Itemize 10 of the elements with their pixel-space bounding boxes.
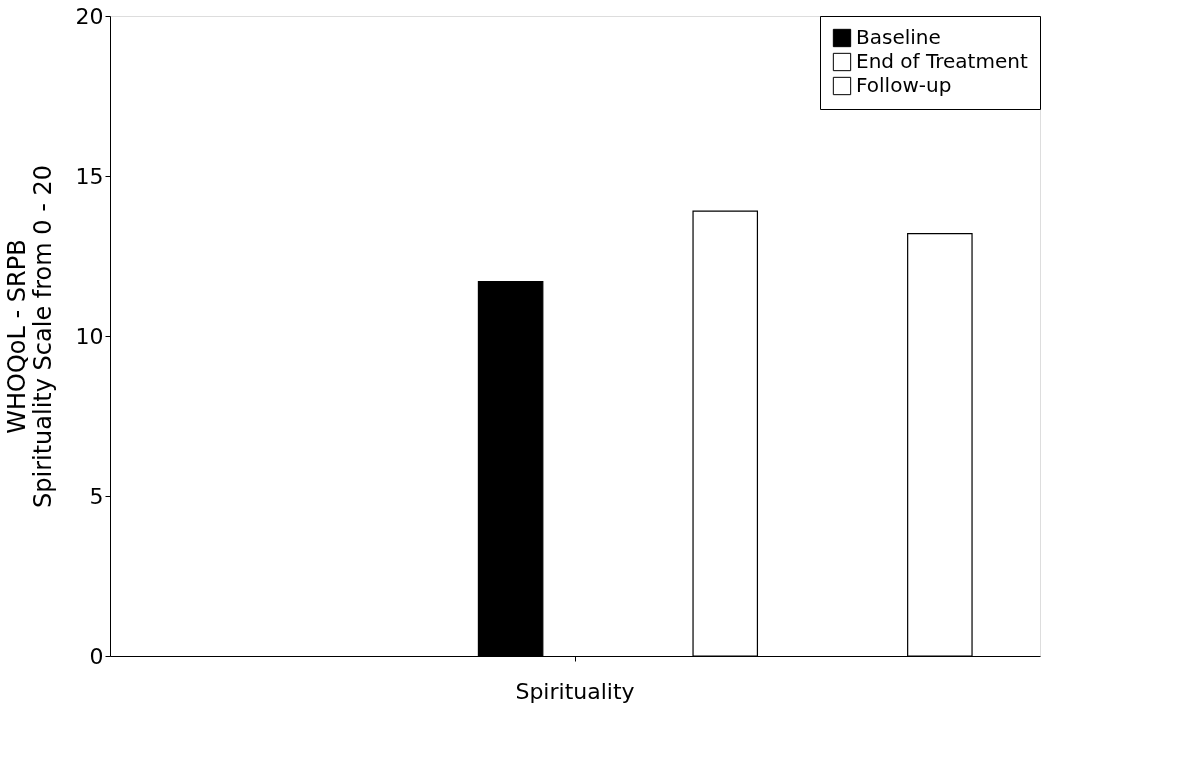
y-tick-label: 10 xyxy=(75,323,104,349)
y-tick-label: 0 xyxy=(89,643,104,669)
x-tick-label: Spirituality xyxy=(515,678,635,704)
y-tick-label: 20 xyxy=(75,3,104,29)
legend-label: Baseline xyxy=(856,25,941,49)
y-tick-label: 15 xyxy=(75,163,104,189)
y-tick-label: 5 xyxy=(89,483,104,509)
y-axis-title: WHOQoL - SRPB Spirituality Scale from 0 - 20 xyxy=(2,165,57,508)
legend-label: Follow-up xyxy=(856,73,952,97)
legend-label: End of Treatment xyxy=(856,49,1028,73)
